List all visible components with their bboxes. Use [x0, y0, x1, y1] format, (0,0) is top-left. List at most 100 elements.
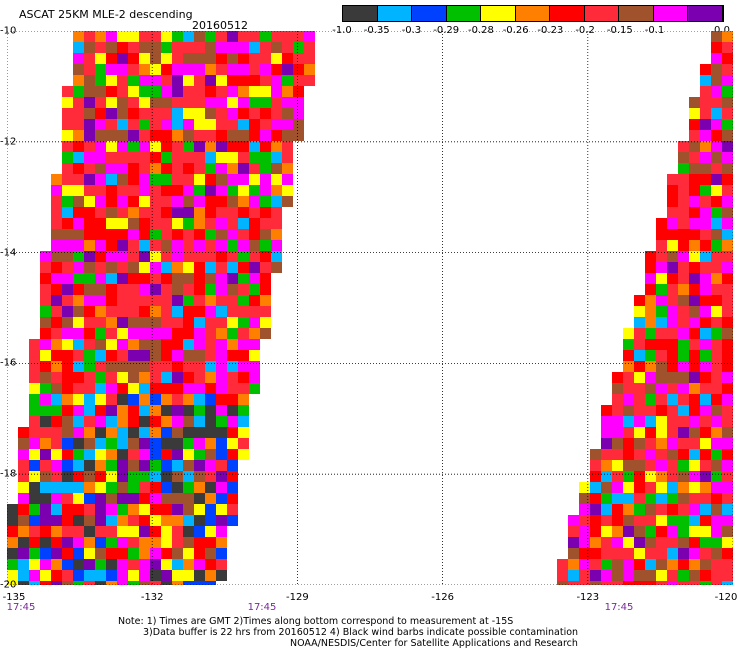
data-cell — [282, 141, 293, 152]
data-cell — [634, 493, 645, 504]
data-cell — [161, 383, 172, 394]
data-cell — [139, 515, 150, 526]
data-cell — [40, 405, 51, 416]
data-cell — [106, 548, 117, 559]
footnote-line-1: Note: 1) Times are GMT 2)Times along bot… — [118, 616, 514, 627]
data-cell — [95, 130, 106, 141]
data-cell — [623, 460, 634, 471]
data-cell — [51, 185, 62, 196]
data-cell — [227, 86, 238, 97]
data-cell — [227, 427, 238, 438]
data-cell — [172, 427, 183, 438]
data-cell — [128, 416, 139, 427]
data-cell — [95, 482, 106, 493]
data-cell — [634, 394, 645, 405]
data-cell — [722, 317, 733, 328]
data-cell — [128, 240, 139, 251]
data-cell — [51, 350, 62, 361]
data-cell — [139, 306, 150, 317]
data-cell — [722, 372, 733, 383]
data-cell — [62, 306, 73, 317]
data-cell — [128, 515, 139, 526]
data-cell — [84, 438, 95, 449]
data-cell — [95, 64, 106, 75]
data-cell — [150, 152, 161, 163]
data-cell — [183, 339, 194, 350]
data-cell — [106, 295, 117, 306]
data-cell — [117, 251, 128, 262]
data-cell — [51, 559, 62, 570]
data-cell — [216, 185, 227, 196]
data-cell — [205, 515, 216, 526]
data-cell — [95, 515, 106, 526]
data-cell — [106, 493, 117, 504]
data-cell — [84, 229, 95, 240]
data-cell — [227, 482, 238, 493]
data-cell — [7, 504, 18, 515]
data-cell — [40, 372, 51, 383]
data-cell — [40, 295, 51, 306]
data-cell — [282, 75, 293, 86]
data-cell — [656, 251, 667, 262]
data-cell — [722, 174, 733, 185]
data-cell — [227, 438, 238, 449]
data-cell — [183, 383, 194, 394]
data-cell — [216, 526, 227, 537]
data-cell — [106, 207, 117, 218]
data-cell — [678, 262, 689, 273]
data-cell — [249, 251, 260, 262]
data-cell — [73, 328, 84, 339]
data-cell — [216, 537, 227, 548]
data-cell — [194, 482, 205, 493]
data-cell — [73, 207, 84, 218]
data-cell — [84, 218, 95, 229]
data-cell — [634, 438, 645, 449]
data-cell — [128, 97, 139, 108]
data-cell — [62, 229, 73, 240]
data-cell — [271, 31, 282, 42]
data-cell — [689, 119, 700, 130]
data-cell — [194, 284, 205, 295]
data-cell — [700, 493, 711, 504]
data-cell — [579, 581, 590, 585]
data-cell — [29, 427, 40, 438]
data-cell — [194, 350, 205, 361]
data-cell — [128, 42, 139, 53]
data-cell — [62, 284, 73, 295]
data-cell — [623, 416, 634, 427]
data-cell — [722, 31, 733, 42]
data-cell — [194, 339, 205, 350]
data-cell — [711, 537, 722, 548]
data-cell — [711, 31, 722, 42]
data-cell — [601, 559, 612, 570]
data-cell — [194, 185, 205, 196]
data-cell — [51, 306, 62, 317]
data-cell — [139, 86, 150, 97]
data-cell — [128, 570, 139, 581]
data-cell — [271, 64, 282, 75]
data-cell — [117, 372, 128, 383]
data-cell — [238, 229, 249, 240]
data-cell — [139, 97, 150, 108]
data-cell — [84, 119, 95, 130]
latitude-label: -20 — [0, 579, 17, 591]
data-cell — [645, 273, 656, 284]
data-cell — [711, 119, 722, 130]
data-cell — [128, 218, 139, 229]
data-cell — [667, 185, 678, 196]
data-cell — [205, 284, 216, 295]
data-cell — [51, 438, 62, 449]
data-cell — [150, 581, 161, 585]
data-cell — [260, 317, 271, 328]
data-cell — [29, 394, 40, 405]
data-cell — [216, 361, 227, 372]
data-cell — [271, 196, 282, 207]
data-cell — [645, 317, 656, 328]
data-cell — [238, 75, 249, 86]
data-cell — [689, 570, 700, 581]
data-cell — [95, 548, 106, 559]
data-cell — [150, 86, 161, 97]
data-cell — [579, 559, 590, 570]
data-cell — [205, 339, 216, 350]
data-cell — [711, 130, 722, 141]
